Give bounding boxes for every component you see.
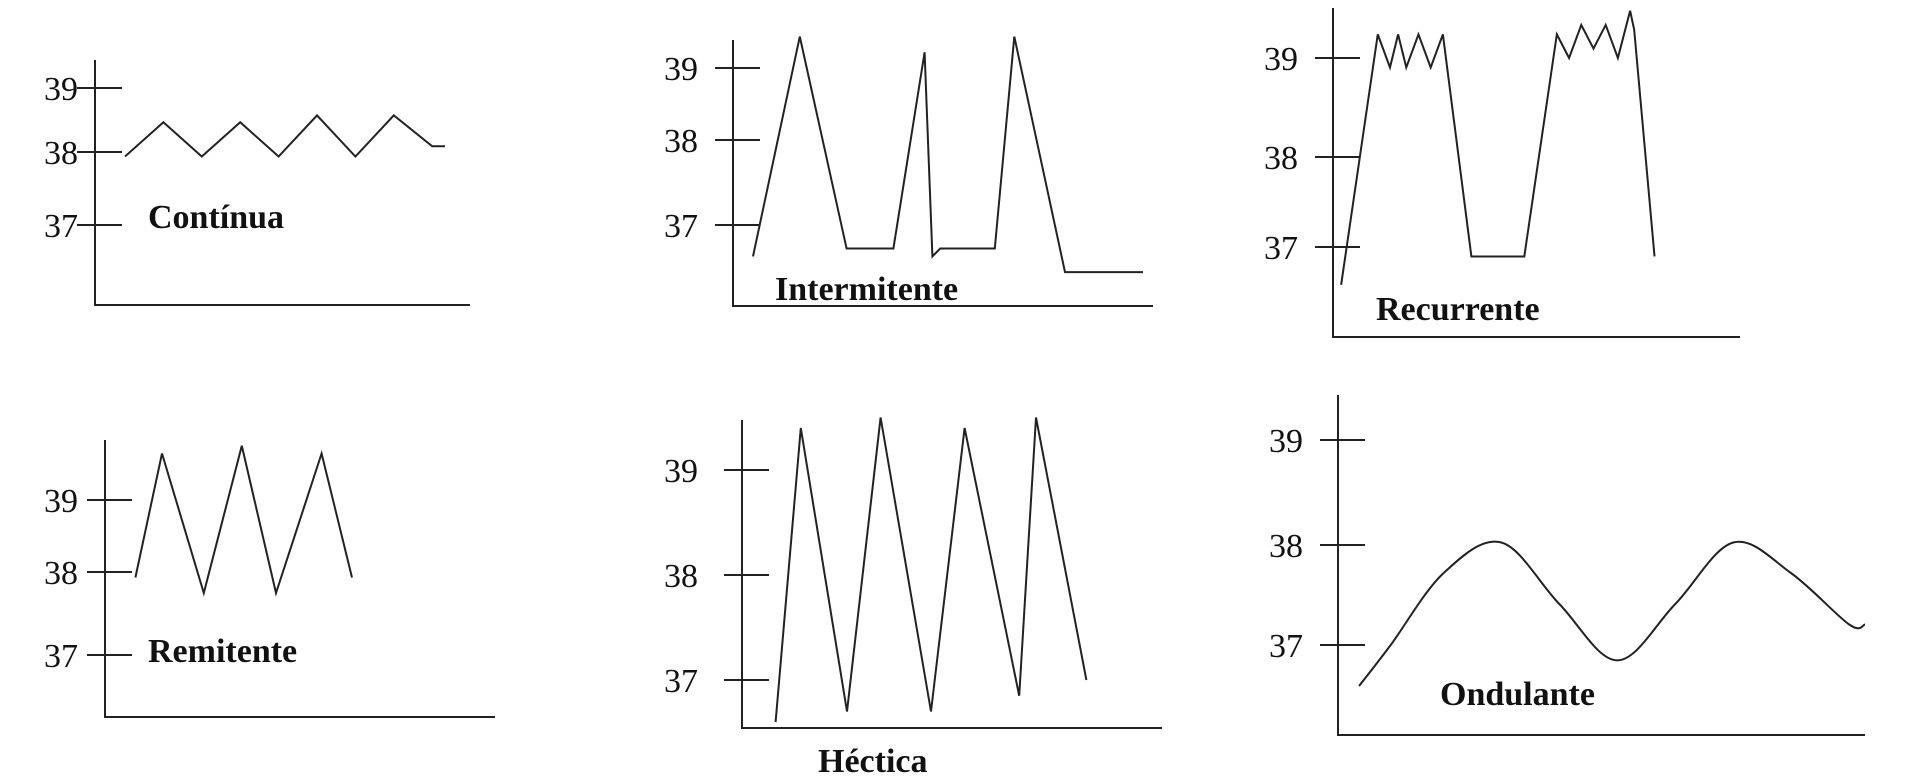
chart-continua: 37 38 39 Contínua [44, 60, 470, 306]
chart-remitente: 37 38 39 Remitente [44, 440, 495, 718]
y-tick-label-38: 38 [664, 123, 698, 160]
y-tick-label-39: 39 [664, 453, 698, 490]
chart-ondulante: 37 38 39 Ondulante [1269, 395, 1866, 736]
y-tick-label-37: 37 [44, 208, 78, 245]
y-tick-label-38: 38 [44, 135, 78, 172]
y-tick-label-38: 38 [664, 558, 698, 595]
chart-title-ondulante: Ondulante [1440, 676, 1595, 713]
axes-0 [94, 60, 470, 306]
chart-intermitente: 37 38 39 Intermitente [664, 36, 1153, 308]
chart-title-hectica: Héctica [818, 743, 928, 780]
axes-2 [1332, 8, 1740, 338]
series-line-2 [1340, 10, 1656, 285]
y-tick-label-38: 38 [1264, 140, 1298, 177]
y-tick-label-37: 37 [1264, 230, 1298, 267]
series-line-0 [124, 113, 445, 158]
axes-4 [741, 420, 1162, 729]
y-tick-label-39: 39 [1264, 41, 1298, 78]
axes-3 [104, 440, 495, 718]
series-line-5 [1358, 540, 1866, 687]
y-tick-label-37: 37 [44, 638, 78, 675]
chart-hectica: 37 38 39 Héctica [664, 417, 1162, 780]
y-tick-label-38: 38 [1269, 528, 1303, 565]
y-tick-label-37: 37 [664, 663, 698, 700]
y-tick-label-37: 37 [664, 208, 698, 245]
axes-5 [1337, 395, 1865, 736]
chart-title-continua: Contínua [148, 199, 284, 236]
chart-title-remitente: Remitente [148, 633, 297, 670]
y-tick-label-39: 39 [44, 483, 78, 520]
y-tick-label-39: 39 [664, 51, 698, 88]
y-tick-label-39: 39 [1269, 423, 1303, 460]
series-line-3 [134, 445, 353, 597]
y-tick-label-39: 39 [44, 71, 78, 108]
chart-title-intermitente: Intermitente [775, 271, 958, 308]
axes-1 [732, 40, 1153, 307]
y-tick-label-37: 37 [1269, 628, 1303, 665]
y-tick-label-38: 38 [44, 555, 78, 592]
chart-recurrente: 37 38 39 Recurrente [1264, 8, 1740, 338]
series-line-1 [752, 36, 1143, 274]
series-line-4 [774, 417, 1088, 723]
chart-title-recurrente: Recurrente [1376, 291, 1540, 328]
